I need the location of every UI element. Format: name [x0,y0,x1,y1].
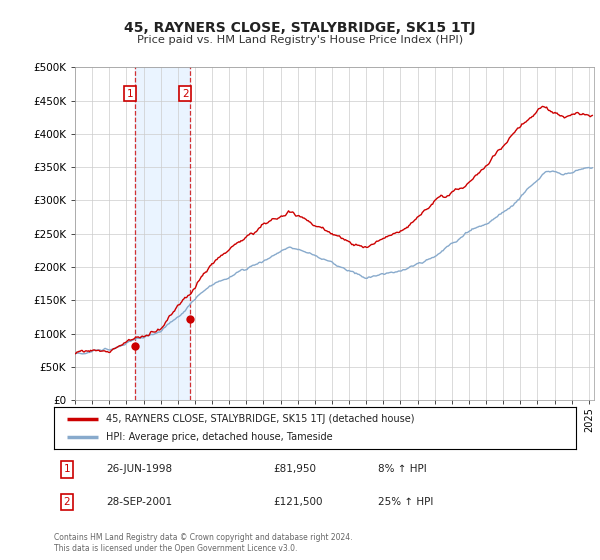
Text: 2: 2 [64,497,70,507]
Text: Price paid vs. HM Land Registry's House Price Index (HPI): Price paid vs. HM Land Registry's House … [137,35,463,45]
Text: £81,950: £81,950 [273,464,316,474]
Text: 45, RAYNERS CLOSE, STALYBRIDGE, SK15 1TJ (detached house): 45, RAYNERS CLOSE, STALYBRIDGE, SK15 1TJ… [106,414,415,424]
Text: 26-JUN-1998: 26-JUN-1998 [106,464,172,474]
Text: Contains HM Land Registry data © Crown copyright and database right 2024.
This d: Contains HM Land Registry data © Crown c… [54,533,353,553]
Text: HPI: Average price, detached house, Tameside: HPI: Average price, detached house, Tame… [106,432,333,442]
Text: 8% ↑ HPI: 8% ↑ HPI [377,464,427,474]
Text: 25% ↑ HPI: 25% ↑ HPI [377,497,433,507]
Text: 45, RAYNERS CLOSE, STALYBRIDGE, SK15 1TJ: 45, RAYNERS CLOSE, STALYBRIDGE, SK15 1TJ [124,21,476,35]
Text: 1: 1 [127,89,133,99]
Text: 2: 2 [182,89,188,99]
Text: £121,500: £121,500 [273,497,323,507]
Text: 28-SEP-2001: 28-SEP-2001 [106,497,172,507]
Text: 1: 1 [64,464,70,474]
Bar [135,67,190,400]
